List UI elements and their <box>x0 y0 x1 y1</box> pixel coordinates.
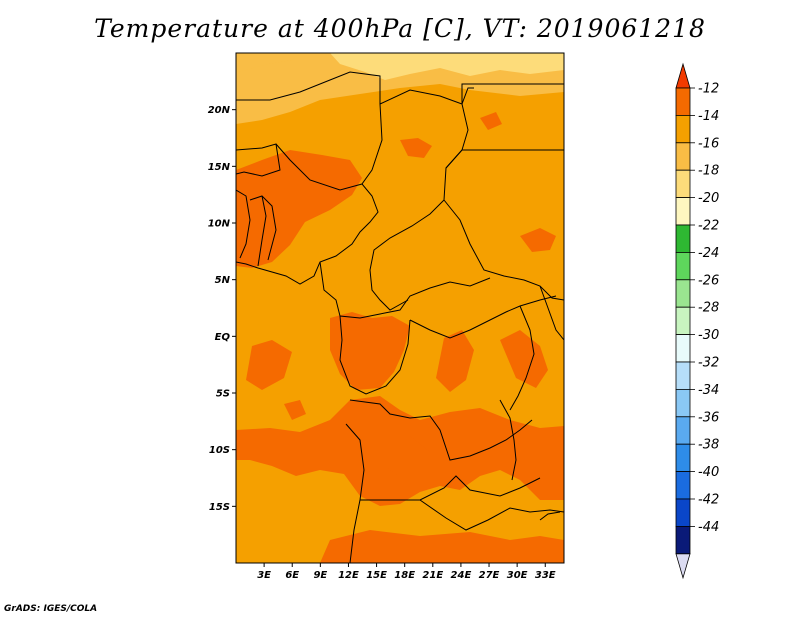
border-gabon-congo <box>339 315 411 395</box>
border-egypt-sudan <box>461 87 474 105</box>
colorbar-label: -14 <box>698 109 719 124</box>
chart-title: Temperature at 400hPa [C], VT: 201906121… <box>94 14 706 43</box>
border-libya-egypt <box>461 83 564 104</box>
colorbar-swatch <box>675 443 691 473</box>
colorbar-label: -28 <box>698 301 719 316</box>
x-tick-label: 33E <box>535 570 556 581</box>
cool-band-16-18-northwest <box>236 53 300 72</box>
border-west-africa <box>236 71 383 285</box>
x-tick-label: 15E <box>366 570 387 581</box>
x-tick-label: 21E <box>422 570 443 581</box>
colorbar-label: -20 <box>698 191 719 206</box>
y-tick-label: 5S <box>216 389 230 400</box>
colorbar-swatch <box>675 169 691 198</box>
border-chad <box>369 89 469 311</box>
warm-patch-angola-core <box>380 436 430 476</box>
warm-patch-great-lakes <box>500 330 548 388</box>
border-angola-namibia-west <box>345 423 365 563</box>
colorbar-swatch <box>675 361 691 390</box>
border-south-sudan <box>443 199 564 301</box>
warm-patch-chad <box>400 138 432 158</box>
colorbar-swatch <box>675 279 691 308</box>
colorbar-swatch <box>675 388 691 418</box>
border-malawi <box>539 511 561 521</box>
x-tick-label: 12E <box>338 570 359 581</box>
colorbar-label: -40 <box>698 465 719 480</box>
border-drc-angola-zambia <box>349 399 533 461</box>
warm-patch-sudan <box>520 228 556 252</box>
y-tick-label: 5N <box>215 275 231 286</box>
y-tick-label: EQ <box>215 332 231 343</box>
warm-patch-gulf-of-guinea <box>246 340 292 390</box>
colorbar: -12 -14 -16 -18 -20 -22 -24 -26 -28 -30 -32 -34 -36 -… <box>675 62 719 580</box>
y-tick-label: 20N <box>208 105 231 116</box>
x-tick-label: 3E <box>257 570 271 581</box>
colorbar-label: -42 <box>698 493 719 508</box>
colorbar-label: -22 <box>698 219 719 234</box>
cool-band-18-20-north <box>330 53 564 80</box>
border-zambia-zimbabwe <box>419 499 564 531</box>
border-kenya <box>539 285 564 341</box>
colorbar-label: -12 <box>698 82 719 97</box>
colorbar-swatch <box>675 87 691 116</box>
colorbar-swatch <box>675 224 691 253</box>
colorbar-swatch <box>675 197 691 226</box>
country-borders <box>236 71 564 563</box>
colorbar-swatch <box>675 334 691 363</box>
y-tick-label: 15S <box>209 502 230 513</box>
border-niger-south <box>275 143 363 191</box>
colorbar-swatch <box>675 142 691 171</box>
border-sudan-north <box>445 149 564 169</box>
warm-patch-atlantic <box>284 400 306 420</box>
border-namibia-botswana <box>360 475 541 501</box>
colorbar-label: -44 <box>698 520 719 535</box>
colorbar-swatch <box>675 471 691 500</box>
x-tick-label: 30E <box>507 570 528 581</box>
x-tick-label: 27E <box>479 570 500 581</box>
colorbar-swatch <box>675 251 691 281</box>
colorbar-label: -38 <box>698 438 719 453</box>
warm-patch-far-south <box>320 530 564 563</box>
colorbar-top-tip <box>675 62 691 89</box>
x-tick-label: 24E <box>451 570 472 581</box>
y-tick-label: 15N <box>208 162 231 173</box>
colorbar-label: -32 <box>698 356 719 371</box>
border-lake-tanganyika <box>499 399 517 481</box>
colorbar-label: -34 <box>698 383 719 398</box>
warm-patch-west-africa <box>236 150 362 268</box>
x-axis: 3E 6E 9E 12E 15E 18E 21E 24E 27E 30E 33E <box>257 563 556 581</box>
border-burkina <box>257 195 267 267</box>
warm-patch-libya <box>480 112 502 130</box>
border-ivory-coast <box>236 189 251 259</box>
map-frame <box>235 52 565 564</box>
colorbar-bottom-tip <box>675 553 691 580</box>
colorbar-label: -24 <box>698 246 719 261</box>
x-tick-label: 18E <box>394 570 415 581</box>
border-uganda-tanzania <box>509 305 535 411</box>
colorbar-label: -16 <box>698 136 719 151</box>
border-mali-mauritania <box>236 143 281 177</box>
x-tick-label: 9E <box>313 570 327 581</box>
colorbar-swatch <box>675 416 691 445</box>
y-tick-label: 10S <box>209 445 230 456</box>
colorbar-label: -36 <box>698 410 719 425</box>
temperature-field <box>236 53 564 563</box>
colorbar-label: -30 <box>698 328 719 343</box>
colorbar-swatch <box>675 498 691 527</box>
colorbar-swatch <box>675 115 691 144</box>
grads-credit: GrADS: IGES/COLA <box>4 604 98 614</box>
colorbar-label: -26 <box>698 273 719 288</box>
colorbar-swatch <box>675 526 691 555</box>
y-axis: 20N 15N 10N 5N EQ 5S 10S 15S <box>208 105 236 513</box>
border-ghana-togo <box>249 195 277 261</box>
x-tick-label: 6E <box>285 570 299 581</box>
colorbar-swatch <box>675 306 691 336</box>
y-tick-label: 10N <box>208 219 231 230</box>
warm-patch-gabon-congo <box>330 312 410 390</box>
border-drc-north <box>409 295 557 339</box>
colorbar-label: -18 <box>698 164 719 179</box>
border-car-cameroon <box>319 261 491 319</box>
warm-patch-drc-east <box>436 330 474 392</box>
